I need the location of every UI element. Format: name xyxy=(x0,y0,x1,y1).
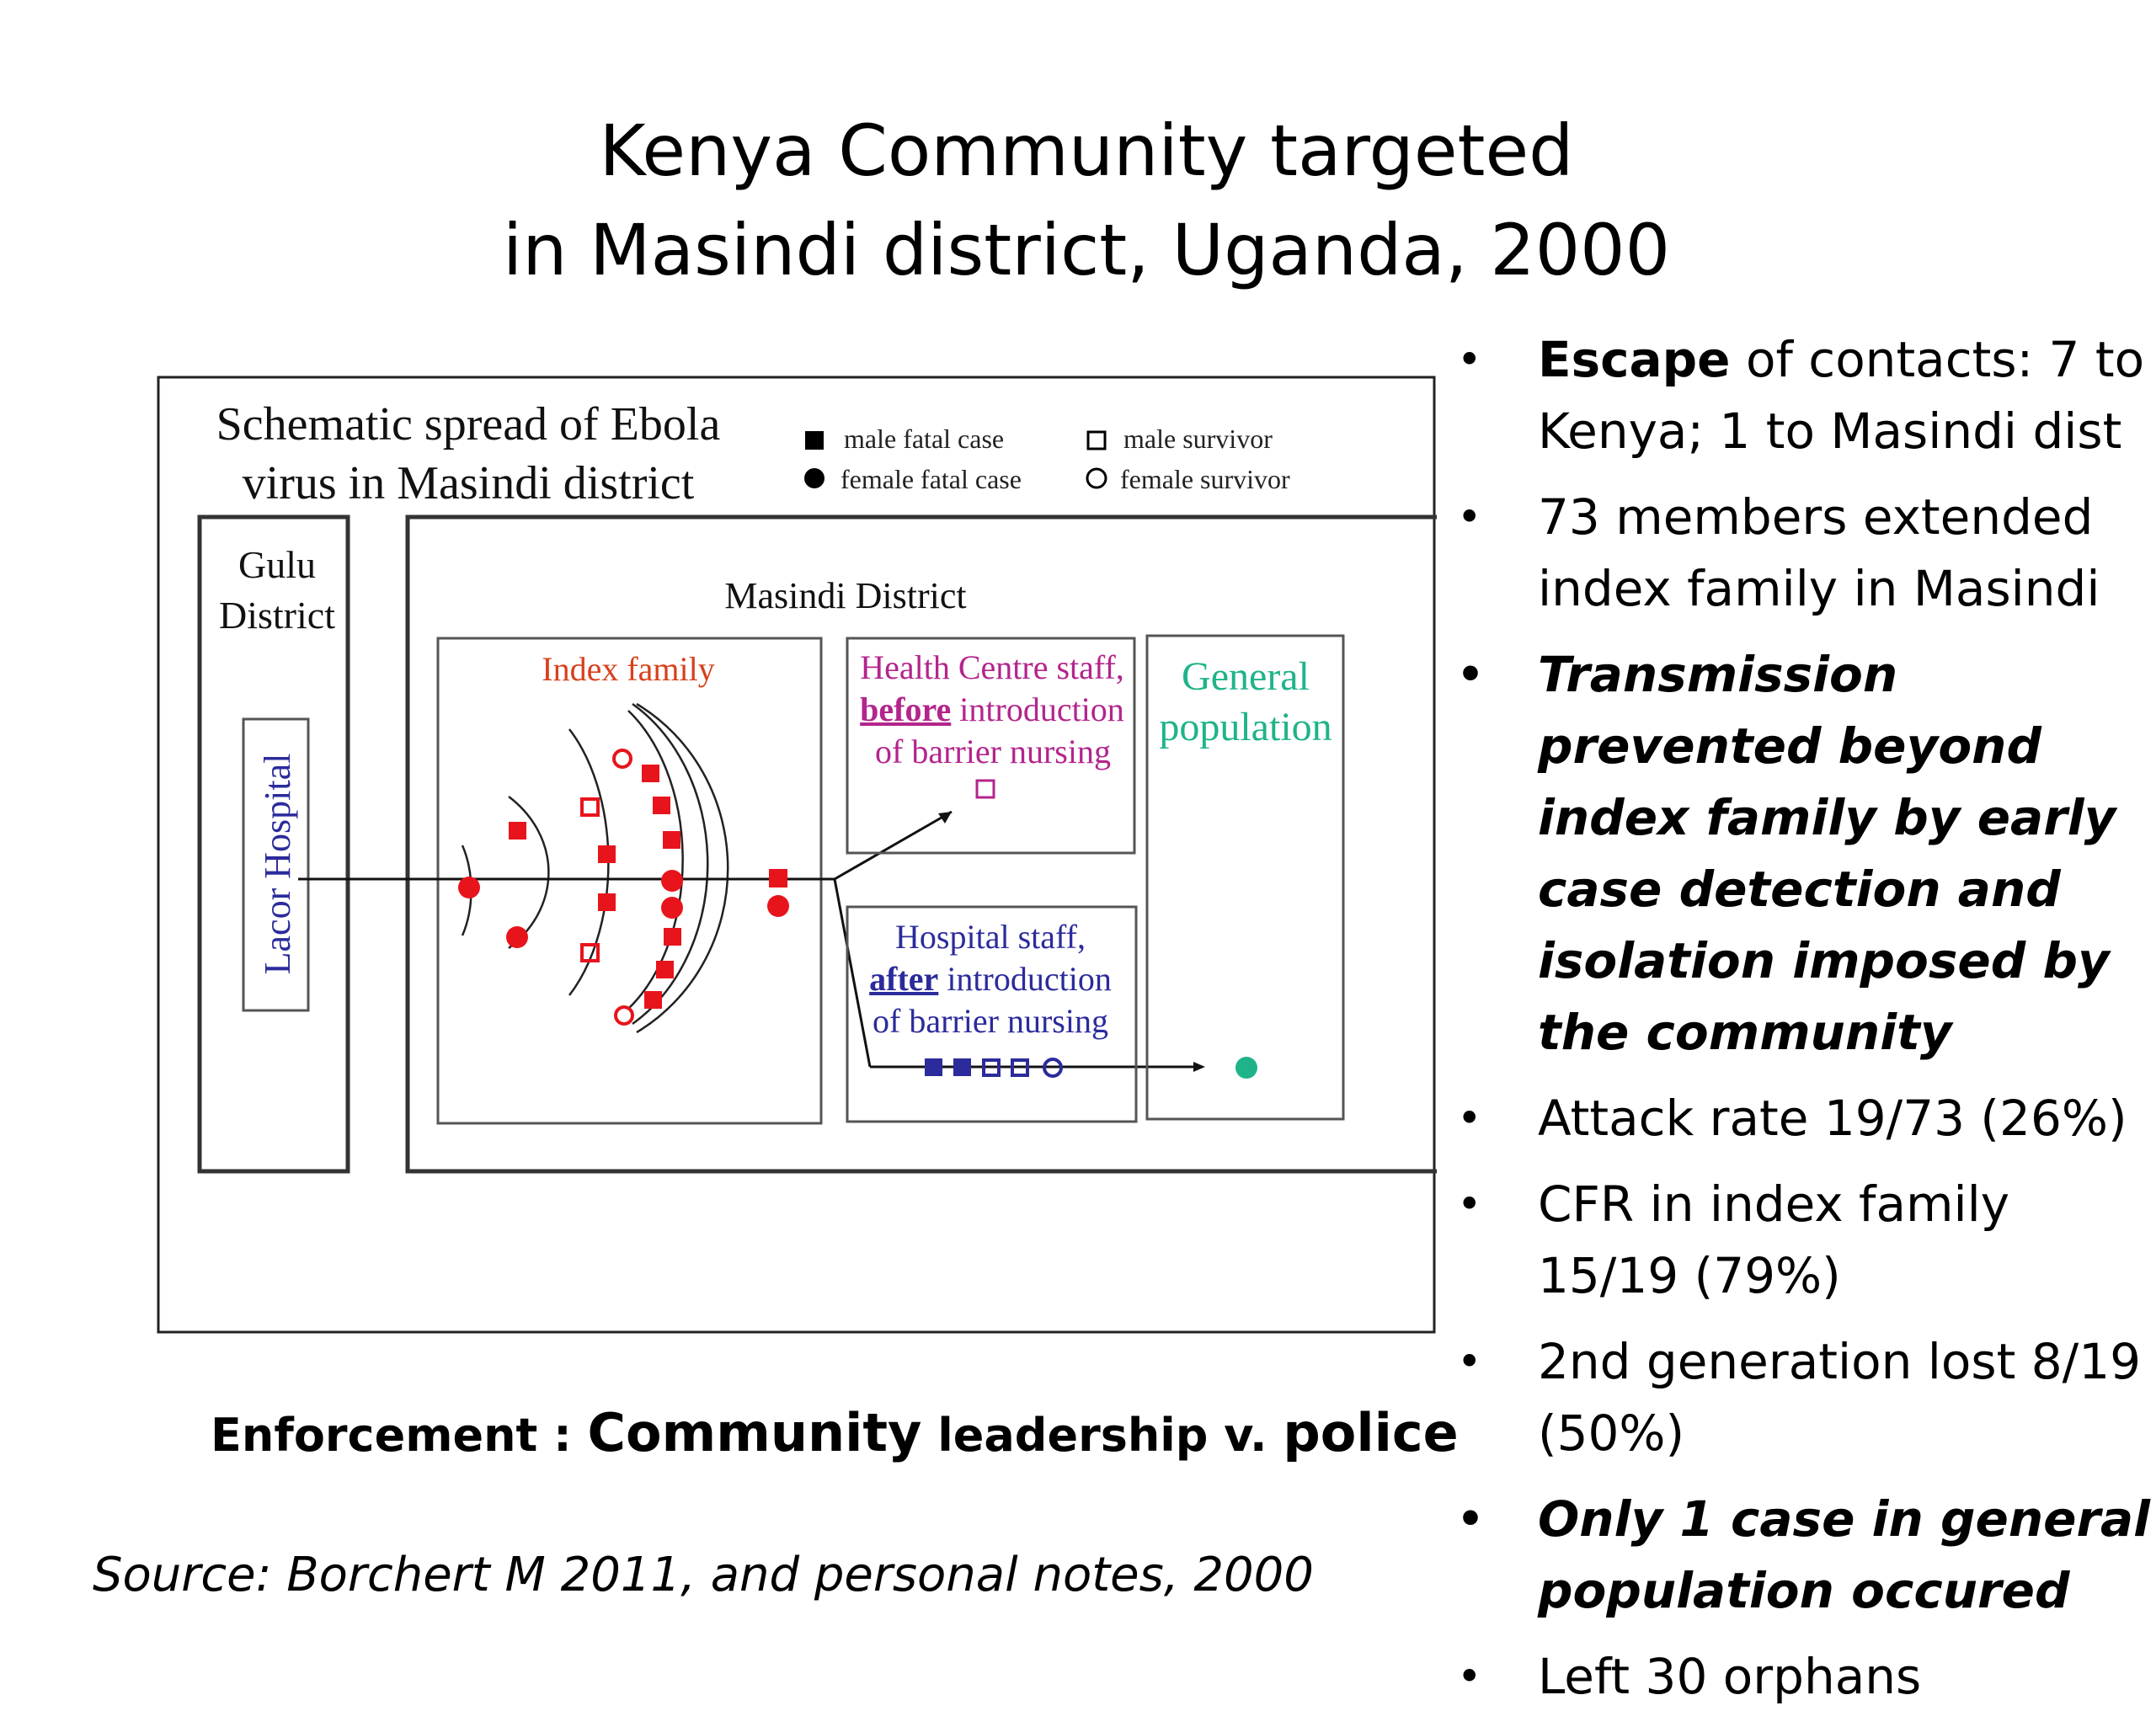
case-female-fatal xyxy=(506,926,528,948)
legend: male fatal case female fatal case male s… xyxy=(804,424,1290,494)
case-female-fatal xyxy=(661,870,683,892)
legend-female-fatal-label: female fatal case xyxy=(841,464,1022,494)
enforcement-leadership: leadership v. xyxy=(921,1409,1283,1462)
case-male-survivor xyxy=(1011,1058,1029,1077)
case-male-survivor xyxy=(975,779,995,799)
masindi-district-label: Masindi District xyxy=(724,575,966,616)
health-centre-before: before xyxy=(860,690,951,728)
bullet-item: 2nd generation lost 8/19 (50%) xyxy=(1449,1326,2156,1469)
slide-title: Kenya Community targeted in Masindi dist… xyxy=(337,101,1836,300)
general-population-line-2: population xyxy=(1159,705,1331,749)
gulu-district-box xyxy=(197,514,350,1174)
legend-female-fatal-icon xyxy=(804,468,825,488)
title-line-2: in Masindi district, Uganda, 2000 xyxy=(502,209,1671,291)
bullet-text: CFR in index family 15/19 (79%) xyxy=(1538,1175,2010,1304)
bullet-item: Transmission prevented beyond index fami… xyxy=(1449,639,2156,1069)
legend-male-survivor-label: male survivor xyxy=(1123,424,1273,454)
hospital-staff-box xyxy=(846,905,1138,1123)
health-centre-introduction: introduction xyxy=(951,690,1124,728)
case-female-survivor xyxy=(1043,1058,1063,1078)
case-male-survivor xyxy=(580,797,600,817)
general-population-line-1: General xyxy=(1182,654,1310,699)
arrow-to-health-centre xyxy=(938,812,952,824)
health-centre-line-1: Health Centre staff, xyxy=(860,648,1124,686)
bullet-text: Left 30 orphans xyxy=(1538,1648,1922,1705)
case-male-fatal xyxy=(644,991,662,1009)
case-male-fatal xyxy=(953,1058,971,1076)
enforcement-line: Enforcement : Community leadership v. po… xyxy=(211,1402,1459,1463)
bullet-item: CFR in index family 15/19 (79%) xyxy=(1449,1169,2156,1312)
case-female-fatal xyxy=(458,877,480,898)
health-centre-line-2: before introduction xyxy=(860,690,1124,728)
bullet-text: 2nd generation lost 8/19 (50%) xyxy=(1538,1333,2142,1462)
case-female-survivor xyxy=(614,1005,634,1026)
case-general-population xyxy=(1235,1057,1257,1079)
lacor-hospital-label: Lacor Hospital xyxy=(257,754,298,975)
legend-male-fatal-label: male fatal case xyxy=(844,424,1004,454)
hospital-staff-introduction: introduction xyxy=(938,960,1112,998)
bullet-text: Only 1 case in general population occure… xyxy=(1538,1490,2151,1619)
case-male-fatal xyxy=(598,845,616,863)
masindi-district-box xyxy=(405,514,1437,1174)
legend-male-fatal-icon xyxy=(805,431,824,450)
bullet-item: 73 members extended index family in Masi… xyxy=(1449,482,2156,625)
bullet-bold: Escape xyxy=(1538,331,1731,388)
bullet-item: Left 30 orphans xyxy=(1449,1641,2156,1713)
case-male-fatal xyxy=(925,1058,942,1076)
index-family-label: Index family xyxy=(542,650,715,688)
case-male-fatal xyxy=(598,893,616,911)
hospital-staff-after: after xyxy=(869,960,938,998)
health-centre-line-3: of barrier nursing xyxy=(875,733,1111,770)
case-male-survivor xyxy=(580,943,600,962)
legend-female-survivor-icon xyxy=(1086,467,1107,489)
title-line-1: Kenya Community targeted xyxy=(599,109,1574,192)
gulu-label-line-1: Gulu xyxy=(238,543,316,586)
case-male-fatal xyxy=(642,765,659,782)
hospital-staff-line-3: of barrier nursing xyxy=(873,1002,1108,1040)
arrow-to-general-population xyxy=(1193,1062,1205,1072)
legend-male-survivor-icon xyxy=(1086,430,1107,450)
hospital-staff-line-2: after introduction xyxy=(869,960,1112,998)
source-citation: Source: Borchert M 2011, and personal no… xyxy=(93,1548,1314,1602)
bullet-text: Attack rate 19/73 (26%) xyxy=(1538,1090,2127,1147)
case-male-fatal xyxy=(656,961,674,978)
bullet-item: Only 1 case in general population occure… xyxy=(1449,1484,2156,1627)
case-male-fatal xyxy=(664,928,681,946)
bullet-list: Escape of contacts: 7 to Kenya; 1 to Mas… xyxy=(1449,324,2156,1727)
hospital-staff-cases xyxy=(925,1058,1063,1078)
case-female-fatal xyxy=(661,897,683,919)
lacor-hospital-box xyxy=(242,717,310,1012)
case-female-survivor xyxy=(612,749,632,769)
bullet-text: Transmission prevented beyond index fami… xyxy=(1538,646,2116,1061)
case-male-fatal xyxy=(509,822,526,840)
case-male-fatal xyxy=(653,797,670,814)
case-male-fatal xyxy=(769,869,787,887)
legend-female-survivor-label: female survivor xyxy=(1120,464,1290,494)
enforcement-community: Community xyxy=(587,1402,922,1463)
bullet-text: 73 members extended index family in Masi… xyxy=(1538,488,2100,617)
diagram-title-line-1: Schematic spread of Ebola xyxy=(216,398,721,450)
index-family-box xyxy=(436,637,823,1125)
transmission-arcs xyxy=(461,702,729,1034)
enforcement-police: police xyxy=(1283,1402,1459,1463)
bullet-text: of contacts: 7 to Kenya; 1 to Masindi di… xyxy=(1538,331,2145,460)
gulu-label-line-2: District xyxy=(219,594,335,637)
hospital-staff-line-1: Hospital staff, xyxy=(895,918,1086,956)
ebola-spread-diagram: Schematic spread of Ebola virus in Masin… xyxy=(157,376,1437,1334)
bullet-item: Escape of contacts: 7 to Kenya; 1 to Mas… xyxy=(1449,324,2156,467)
enforcement-label: Enforcement : xyxy=(211,1409,588,1462)
diagram-title-line-2: virus in Masindi district xyxy=(243,457,695,509)
index-family-cases xyxy=(458,749,789,1026)
case-female-fatal xyxy=(767,895,789,917)
bullet-item: Attack rate 19/73 (26%) xyxy=(1449,1083,2156,1154)
case-male-fatal xyxy=(663,831,680,849)
health-centre-box xyxy=(846,637,1136,855)
case-male-survivor xyxy=(982,1058,1001,1077)
general-population-box xyxy=(1145,634,1345,1121)
